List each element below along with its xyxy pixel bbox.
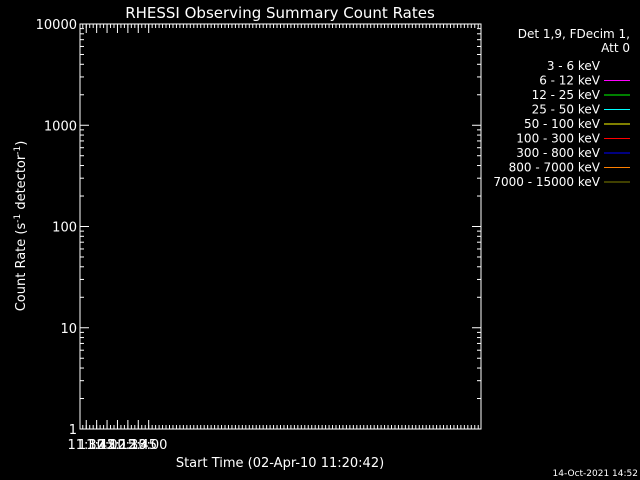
legend-entry-1: 6 - 12 keV	[539, 74, 601, 88]
legend-entry-8: 7000 - 15000 keV	[493, 175, 600, 189]
y-axis-label: Count Rate (s-1 detector-1)	[13, 141, 29, 312]
legend-entry-0: 3 - 6 keV	[547, 59, 601, 73]
legend-entry-4: 50 - 100 keV	[524, 117, 601, 131]
legend-header-2: Att 0	[601, 41, 630, 55]
y-tick-label-0: 1	[69, 423, 77, 438]
x-tick-label-6: 13:00	[130, 438, 167, 453]
timestamp: 14-Oct-2021 14:52	[553, 469, 638, 479]
legend-entry-2: 12 - 25 keV	[532, 88, 601, 102]
y-tick-label-1: 10	[60, 322, 77, 337]
legend-entry-6: 300 - 800 keV	[516, 146, 600, 160]
legend-entry-5: 100 - 300 keV	[516, 132, 600, 146]
y-tick-label-4: 10000	[36, 18, 77, 33]
x-tick-label-2: 12:00	[88, 438, 125, 453]
x-axis-label: Start Time (02-Apr-10 11:20:42)	[176, 456, 384, 471]
plot-frame	[79, 23, 482, 430]
x-tick-label-1: 11:45	[78, 438, 115, 453]
x-tick-label-0: 11:30	[68, 438, 105, 453]
y-tick-label-2: 100	[52, 221, 77, 236]
x-tick-label-5: 12:45	[120, 438, 157, 453]
y-tick-label-3: 1000	[44, 119, 77, 134]
chart-title: RHESSI Observing Summary Count Rates	[125, 4, 435, 22]
legend-entry-7: 800 - 7000 keV	[509, 161, 601, 175]
legend-entry-3: 25 - 50 keV	[532, 103, 601, 117]
x-tick-label-4: 12:30	[109, 438, 146, 453]
y-axis: 1 10 100 1000 10000	[36, 18, 481, 438]
legend-header-1: Det 1,9, FDecim 1,	[518, 27, 630, 41]
x-tick-label-3: 12:15	[99, 438, 136, 453]
